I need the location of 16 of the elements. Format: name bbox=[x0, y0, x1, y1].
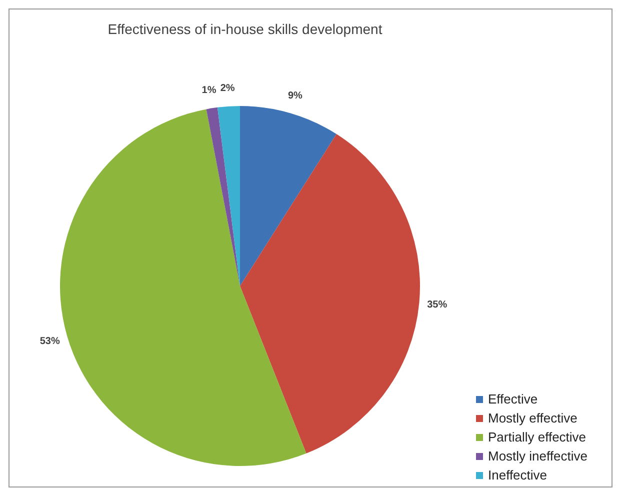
chart-title: Effectiveness of in-house skills development bbox=[108, 21, 382, 37]
legend-label: Partially effective bbox=[488, 429, 586, 444]
data-label: 53% bbox=[40, 336, 60, 347]
pie-slice bbox=[217, 106, 240, 286]
legend-label: Mostly ineffective bbox=[488, 448, 588, 464]
legend-label: Ineffective bbox=[488, 467, 548, 482]
pie-slice bbox=[240, 106, 336, 286]
data-label: 2% bbox=[220, 83, 235, 94]
pie-slice bbox=[206, 107, 240, 286]
legend-label: Effective bbox=[488, 391, 538, 406]
data-label: 1% bbox=[202, 85, 216, 96]
pie-slice bbox=[60, 109, 306, 466]
pie-slice bbox=[240, 134, 420, 454]
legend-label: Mostly effective bbox=[488, 410, 578, 426]
data-label: 35% bbox=[427, 299, 448, 310]
data-label: 9% bbox=[288, 90, 303, 102]
